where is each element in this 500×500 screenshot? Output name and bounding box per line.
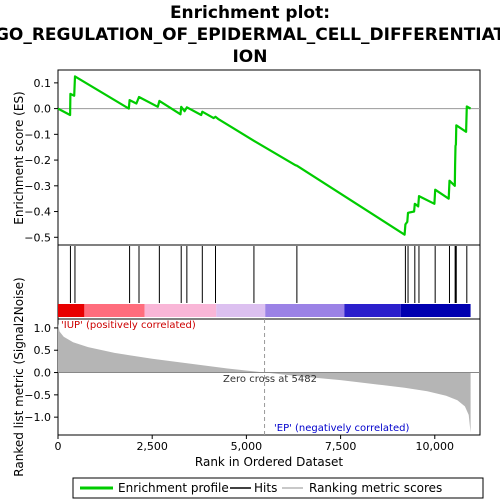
es-y-tick-label: −0.4 xyxy=(24,206,51,219)
rank-colorbar-segment xyxy=(216,304,266,317)
legend-box xyxy=(72,477,484,499)
metric-panel-frame xyxy=(57,318,481,436)
rank-colorbar-segment xyxy=(144,304,217,317)
positive-correlation-label: 'IUP' (positively correlated) xyxy=(61,320,196,331)
legend-label-enrichment-profile: Enrichment profile xyxy=(118,481,229,495)
es-y-tick-label: 0.1 xyxy=(34,77,52,90)
x-tick-label: 7,500 xyxy=(325,440,357,453)
metric-y-tick-label: 0.0 xyxy=(34,367,52,380)
ranking-metric-area xyxy=(58,323,471,433)
metric-y-tick-label: −0.5 xyxy=(24,389,51,402)
zero-cross-label: Zero cross at 5482 xyxy=(223,374,317,385)
x-tick-label: 2,500 xyxy=(136,440,168,453)
negative-correlation-label: 'EP' (negatively correlated) xyxy=(274,423,409,434)
rank-colorbar-segment xyxy=(344,304,401,317)
rank-colorbar-segment xyxy=(58,304,85,317)
chart-title-line-3: ION xyxy=(232,47,267,67)
es-y-tick-label: −0.1 xyxy=(24,128,51,141)
es-y-tick-label: 0.0 xyxy=(34,103,52,116)
es-y-tick-label: −0.2 xyxy=(24,154,51,167)
x-tick-label: 10,000 xyxy=(416,440,455,453)
metric-y-tick-label: −1.0 xyxy=(24,411,51,424)
es-panel-frame xyxy=(57,69,481,246)
metric-y-tick-label: 0.5 xyxy=(34,344,52,357)
chart-title-line-1: Enrichment plot: xyxy=(170,3,330,23)
rank-colorbar-segment xyxy=(400,304,471,317)
chart-title-line-2: GO_REGULATION_OF_EPIDERMAL_CELL_DIFFEREN… xyxy=(0,25,500,45)
enrichment-profile-line xyxy=(57,75,472,236)
metric-y-tick-label: 1.0 xyxy=(34,322,52,335)
es-y-axis-label: Enrichment score (ES) xyxy=(12,91,26,224)
legend: Enrichment profile Hits Ranking metric s… xyxy=(72,477,484,499)
legend-label-hits: Hits xyxy=(254,481,277,495)
x-tick-label: 0 xyxy=(55,440,62,453)
legend-label-ranking-metric: Ranking metric scores xyxy=(309,481,442,495)
metric-y-axis-label: Ranked list metric (Signal2Noise) xyxy=(12,277,26,476)
x-tick-label: 5,000 xyxy=(231,440,263,453)
rank-colorbar-segment xyxy=(84,304,145,317)
x-axis-label: Rank in Ordered Dataset xyxy=(195,455,343,469)
es-y-tick-label: −0.3 xyxy=(24,180,51,193)
es-y-tick-label: −0.5 xyxy=(24,231,51,244)
rank-colorbar-segment xyxy=(265,304,345,317)
